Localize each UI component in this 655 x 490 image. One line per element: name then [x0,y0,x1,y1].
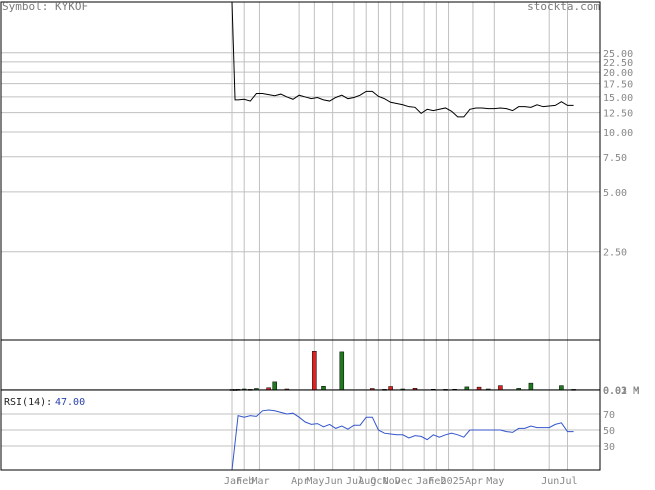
x-tick-label: Apr [465,476,483,486]
price-axis-ticks: 2.50 5.00 7.50 10.00 12.50 15.00 17.5020.0022.… [603,49,633,259]
price-tick-label: 10.00 [603,128,633,139]
x-tick-label: Feb [236,476,254,486]
volume-grid [1,340,600,391]
rsi-value: 47.00 [55,397,85,408]
rsi-tick-label: 70 [603,410,615,421]
volume-tick-label: 0.02 M [603,386,639,397]
volume-bar [312,351,317,391]
x-tick-label: Jul [346,476,364,486]
volume-bar [321,386,326,391]
x-tick-label: May [306,476,324,486]
volume-tick-label: 0.03 M [603,386,639,397]
volume-tick-label: 0.01 M [603,386,639,397]
rsi-panel: 30 50 70 RSI(14): 47.00 [0,389,615,471]
volume-bar [388,386,393,391]
volume-bar [528,382,534,391]
x-tick-label: 2025 [441,476,465,486]
x-tick-label: Dec [395,476,413,486]
x-tick-label: Aug [358,476,376,486]
rsi-series-line [231,409,574,471]
price-tick-label: 12.50 [603,109,633,120]
volume-bar [339,351,345,391]
volume-panel: 0.01 M0.02 M0.03 M [0,339,639,397]
x-tick-label: Apr [291,476,309,486]
rsi-axis-ticks: 30 50 70 [603,410,615,453]
price-tick-label: 7.50 [603,153,627,164]
rsi-label: RSI(14): [4,397,52,408]
x-tick-label: May [486,476,504,486]
rsi-panel-frame [0,389,601,471]
price-series-line [231,1,574,118]
price-tick-label: 15.00 [603,93,633,104]
x-tick-label: Jun [325,476,343,486]
volume-axis-ticks: 0.01 M0.02 M0.03 M [603,386,639,397]
price-grid [1,2,600,340]
x-tick-label: Oct [370,476,388,486]
x-tick-label: Jun [541,476,559,486]
price-tick-label: 20.00 [603,68,633,79]
rsi-tick-label: 30 [603,442,615,453]
price-panel: 2.50 5.00 7.50 10.00 12.50 15.00 17.5020.0022.… [0,1,633,341]
volume-bar [559,385,564,391]
x-tick-label: Feb [428,476,446,486]
symbol-label: Symbol: KYKOF [2,0,88,14]
symbol-prefix: Symbol: [2,0,49,13]
volume-bar [272,381,277,391]
symbol-ticker: KYKOF [54,0,89,13]
volume-bar [498,385,503,391]
x-tick-label: Jan [416,476,434,486]
rsi-grid [1,390,600,470]
price-tick-label: 25.00 [603,49,633,60]
x-tick-label: Mar [251,476,269,486]
rsi-tick-label: 50 [603,426,615,437]
x-tick-label: Nov [383,476,401,486]
x-tick-label: Jan [224,476,242,486]
price-tick-label: 5.00 [603,188,627,199]
x-tick-label: Jul [560,476,578,486]
price-tick-label: 17.50 [603,80,633,91]
brand-label[interactable]: stockta.com [527,0,600,13]
price-tick-label: 2.50 [603,248,627,259]
volume-panel-frame [0,339,601,391]
price-tick-label: 22.50 [603,58,633,69]
